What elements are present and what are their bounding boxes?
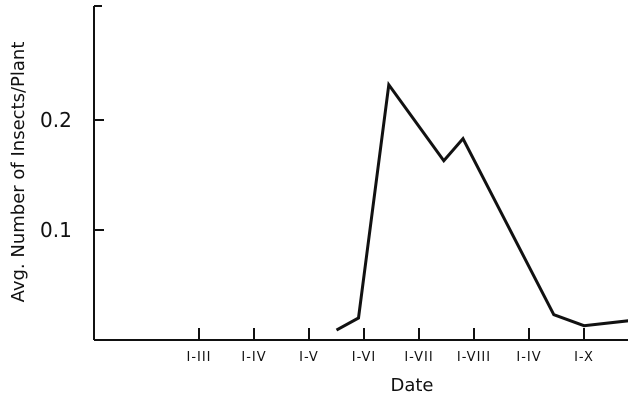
x-tick-label: I-VIII (457, 350, 491, 365)
x-tick-label: I-IV (241, 350, 266, 365)
series-line (335, 80, 628, 332)
x-axis-label: Date (390, 375, 433, 396)
x-tick-label: I-V (299, 350, 319, 365)
x-tick-label: I-X (574, 350, 594, 365)
y-tick-label: 0.2 (40, 108, 72, 132)
x-tick-label: I-III (186, 350, 211, 365)
x-tick-label: I-VI (352, 350, 377, 365)
y-ticks: 0.1 0.2 (40, 108, 104, 242)
x-tick-label: I-IV (516, 350, 541, 365)
y-axis-label: Avg. Number of Insects/Plant (8, 42, 29, 303)
x-ticks: I-III I-IV I-V I-VI I-VII I-VIII I-IV I-X (186, 328, 593, 365)
y-tick-label: 0.1 (40, 218, 72, 242)
x-tick-label: I-VII (404, 350, 433, 365)
